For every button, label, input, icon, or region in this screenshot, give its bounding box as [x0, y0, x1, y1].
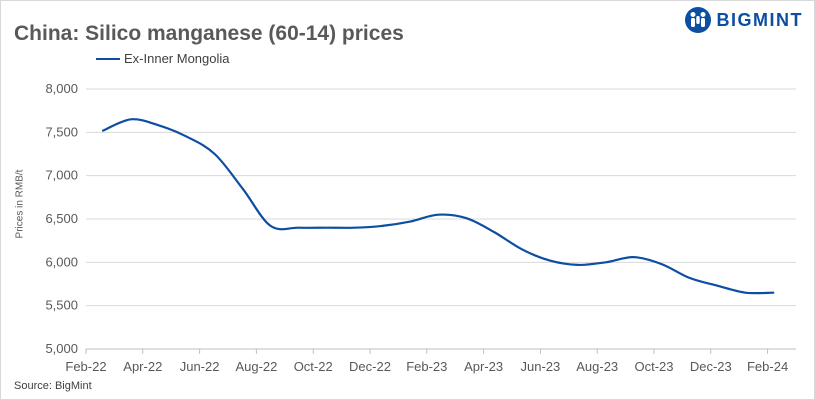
y-tick-label: 5,000 — [45, 341, 78, 356]
x-tick-label: Dec-22 — [349, 359, 391, 374]
brand-name: BIGMINT — [716, 9, 803, 30]
x-tick-label: Feb-23 — [406, 359, 447, 374]
x-tick-label: Oct-23 — [634, 359, 673, 374]
x-tick-label: Aug-22 — [235, 359, 277, 374]
x-tick-label: Oct-22 — [294, 359, 333, 374]
legend-label: Ex-Inner Mongolia — [124, 51, 230, 66]
x-tick-label: Feb-22 — [65, 359, 106, 374]
series-line-ex-inner-mongolia — [101, 118, 775, 295]
y-tick-label: 7,000 — [45, 168, 78, 183]
x-tick-label: Aug-23 — [576, 359, 618, 374]
x-tick-label: Apr-23 — [464, 359, 503, 374]
x-tick-label: Feb-24 — [747, 359, 788, 374]
y-tick-label: 6,000 — [45, 254, 78, 269]
y-tick-label: 6,500 — [45, 211, 78, 226]
x-tick-label: Jun-23 — [521, 359, 561, 374]
y-tick-label: 7,500 — [45, 124, 78, 139]
source-note: Source: BigMint — [14, 380, 92, 392]
x-tick-label: Apr-22 — [123, 359, 162, 374]
x-tick-label: Dec-23 — [690, 359, 732, 374]
bigmint-logo-icon — [684, 7, 711, 33]
x-tick-label: Jun-22 — [180, 359, 220, 374]
chart-legend: Ex-Inner Mongolia — [96, 51, 230, 66]
y-tick-label: 5,500 — [45, 298, 78, 313]
legend-swatch — [96, 57, 120, 60]
brand-logo: BIGMINT — [684, 6, 804, 34]
y-tick-label: 8,000 — [45, 81, 78, 96]
chart-title: China: Silico manganese (60-14) prices — [14, 22, 404, 45]
